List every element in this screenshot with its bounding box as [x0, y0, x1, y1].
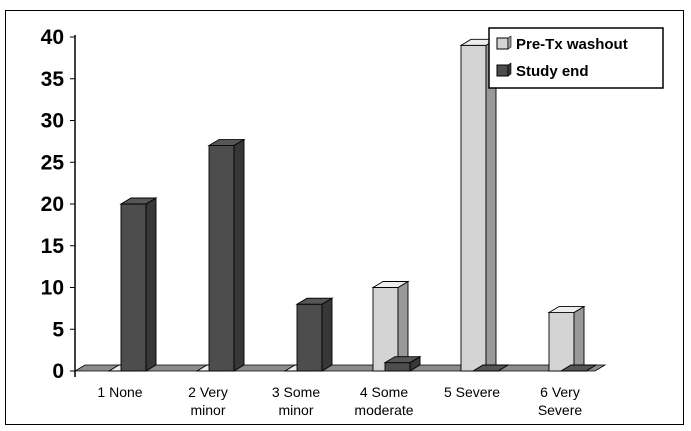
y-tick-label: 5 [52, 318, 64, 341]
bar-top [559, 364, 598, 372]
legend-swatch-side [507, 62, 512, 77]
y-tick-labels: 0 5 10 15 20 25 30 35 40 [41, 26, 75, 383]
legend-item: Pre-Tx washout [496, 35, 628, 53]
bar-side [145, 197, 157, 372]
bar-side [321, 297, 333, 372]
bar-top [119, 197, 158, 205]
bar [471, 364, 510, 372]
legend: Pre-Tx washout Study end [488, 27, 664, 89]
bar [383, 355, 422, 372]
y-tick-label: 35 [41, 68, 65, 91]
x-tick-label: 1 None [97, 384, 142, 400]
bar-side [485, 38, 497, 372]
bar [207, 138, 246, 372]
bar-top [207, 139, 246, 147]
y-tick-label: 15 [41, 235, 65, 258]
y-tick-label: 25 [41, 151, 65, 174]
x-tick-label: 6 Very Severe [538, 384, 583, 418]
bar [295, 297, 334, 372]
bar-front [384, 362, 411, 372]
bar-side [233, 138, 245, 372]
bar-top [295, 297, 334, 305]
bar-top [547, 306, 586, 313]
bar [119, 197, 158, 372]
legend-swatch [496, 37, 509, 50]
y-tick-label: 40 [41, 26, 64, 49]
bar-front [208, 145, 235, 372]
legend-item: Study end [496, 62, 589, 80]
bar-top [383, 356, 422, 364]
legend-swatch [496, 64, 509, 77]
legend-swatch-side [507, 35, 512, 50]
y-tick-label: 20 [41, 193, 64, 216]
legend-label: Study end [516, 63, 589, 80]
bar-top [471, 364, 510, 372]
bar-top [371, 281, 410, 288]
y-tick-label: 0 [52, 360, 64, 383]
legend-label: Pre-Tx washout [516, 36, 628, 53]
x-tick-label: 5 Severe [444, 384, 500, 400]
bar-front [548, 312, 575, 372]
x-tick-label: 2 Very minor [188, 384, 228, 418]
y-tick-label: 10 [41, 277, 64, 300]
x-tick-labels: 1 None 2 Very minor 3 Some minor 4 Some modera… [97, 384, 582, 418]
bar-front [120, 203, 147, 372]
bar-front [296, 303, 323, 372]
bars [107, 38, 598, 372]
bar [547, 305, 586, 372]
bar-front [460, 44, 487, 372]
legend-box [488, 27, 664, 89]
x-tick-label: 4 Some moderate [354, 384, 413, 418]
bar [559, 364, 598, 372]
y-tick-label: 30 [41, 110, 64, 133]
bar-side [573, 305, 585, 372]
bar [459, 38, 498, 372]
x-tick-label: 3 Some minor [272, 384, 320, 418]
